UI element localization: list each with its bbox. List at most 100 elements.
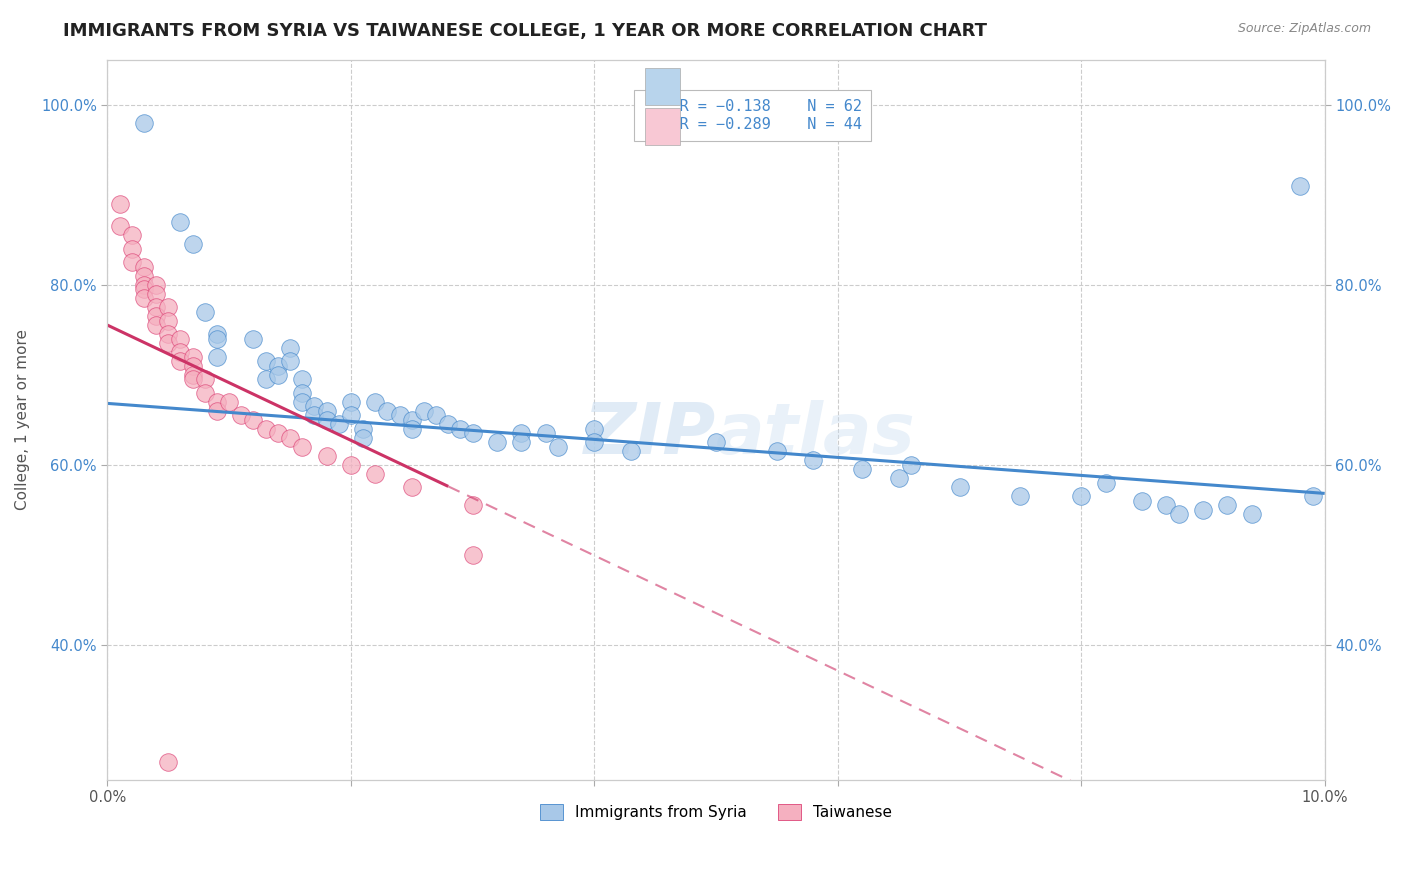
Point (169, 354, 191, 368)
Point (547, 440, 569, 454)
Point (291, 385, 314, 400)
Point (121, 242, 143, 256)
Point (437, 417, 460, 431)
Point (194, 385, 217, 400)
FancyBboxPatch shape (645, 108, 679, 145)
Point (132, 260, 155, 274)
Point (328, 417, 350, 431)
Point (1289, 178, 1312, 193)
Point (291, 440, 314, 454)
Point (145, 277, 167, 292)
Point (157, 336, 180, 351)
Point (340, 458, 363, 472)
Point (412, 403, 434, 417)
Point (620, 444, 643, 458)
Point (181, 368, 204, 382)
Text: atlas: atlas (716, 400, 915, 468)
Point (267, 426, 290, 441)
Point (169, 332, 191, 346)
Point (583, 435, 606, 450)
Point (194, 372, 217, 386)
Point (704, 435, 727, 450)
Point (145, 300, 167, 314)
Point (242, 412, 264, 426)
Point (1167, 507, 1189, 521)
Point (278, 341, 301, 355)
Point (181, 372, 204, 386)
Point (205, 350, 228, 364)
Point (449, 421, 471, 435)
Point (291, 394, 314, 409)
Point (401, 421, 423, 435)
Point (132, 282, 155, 296)
Point (218, 394, 240, 409)
Point (132, 277, 155, 292)
Point (803, 453, 825, 467)
Point (1156, 498, 1178, 512)
Y-axis label: College, 1 year or more: College, 1 year or more (15, 329, 30, 510)
Point (401, 412, 423, 426)
Point (132, 115, 155, 129)
Point (169, 345, 191, 359)
Point (181, 237, 204, 252)
Point (315, 449, 337, 463)
Point (1010, 489, 1032, 503)
Point (304, 408, 326, 422)
Point (145, 318, 167, 332)
Point (461, 498, 484, 512)
Point (194, 304, 217, 318)
Point (315, 403, 337, 417)
Point (132, 291, 155, 305)
Point (205, 327, 228, 342)
Text: R = −0.138    N = 62
    R = −0.289    N = 44: R = −0.138 N = 62 R = −0.289 N = 44 (643, 99, 862, 132)
Point (388, 408, 411, 422)
Point (1130, 493, 1153, 508)
Point (231, 408, 253, 422)
Point (157, 327, 180, 342)
Point (157, 300, 180, 314)
Point (181, 359, 204, 373)
Point (205, 403, 228, 417)
Point (340, 394, 363, 409)
Point (205, 332, 228, 346)
Point (145, 286, 167, 301)
Point (254, 421, 277, 435)
Point (900, 458, 922, 472)
Point (267, 368, 290, 382)
Point (766, 444, 789, 458)
Point (1192, 502, 1215, 516)
Point (1070, 489, 1092, 503)
Point (425, 408, 447, 422)
Point (157, 313, 180, 327)
Point (948, 480, 970, 494)
FancyBboxPatch shape (645, 68, 679, 105)
Point (169, 214, 191, 228)
Point (1240, 507, 1263, 521)
Point (1094, 475, 1116, 490)
Text: IMMIGRANTS FROM SYRIA VS TAIWANESE COLLEGE, 1 YEAR OR MORE CORRELATION CHART: IMMIGRANTS FROM SYRIA VS TAIWANESE COLLE… (63, 22, 987, 40)
Point (377, 403, 399, 417)
Point (510, 435, 533, 450)
Point (352, 431, 374, 445)
Point (145, 309, 167, 323)
Point (1216, 498, 1239, 512)
Point (254, 372, 277, 386)
Point (291, 372, 314, 386)
Point (340, 408, 363, 422)
Point (242, 332, 264, 346)
Point (461, 426, 484, 441)
Point (401, 480, 423, 494)
Point (278, 431, 301, 445)
Point (583, 421, 606, 435)
Legend: Immigrants from Syria, Taiwanese: Immigrants from Syria, Taiwanese (534, 797, 898, 826)
Point (157, 755, 180, 769)
Point (205, 394, 228, 409)
Point (132, 268, 155, 283)
Point (461, 548, 484, 562)
Point (121, 228, 143, 243)
Point (485, 435, 508, 450)
Point (108, 219, 131, 233)
Point (254, 354, 277, 368)
Point (510, 426, 533, 441)
Point (304, 399, 326, 413)
